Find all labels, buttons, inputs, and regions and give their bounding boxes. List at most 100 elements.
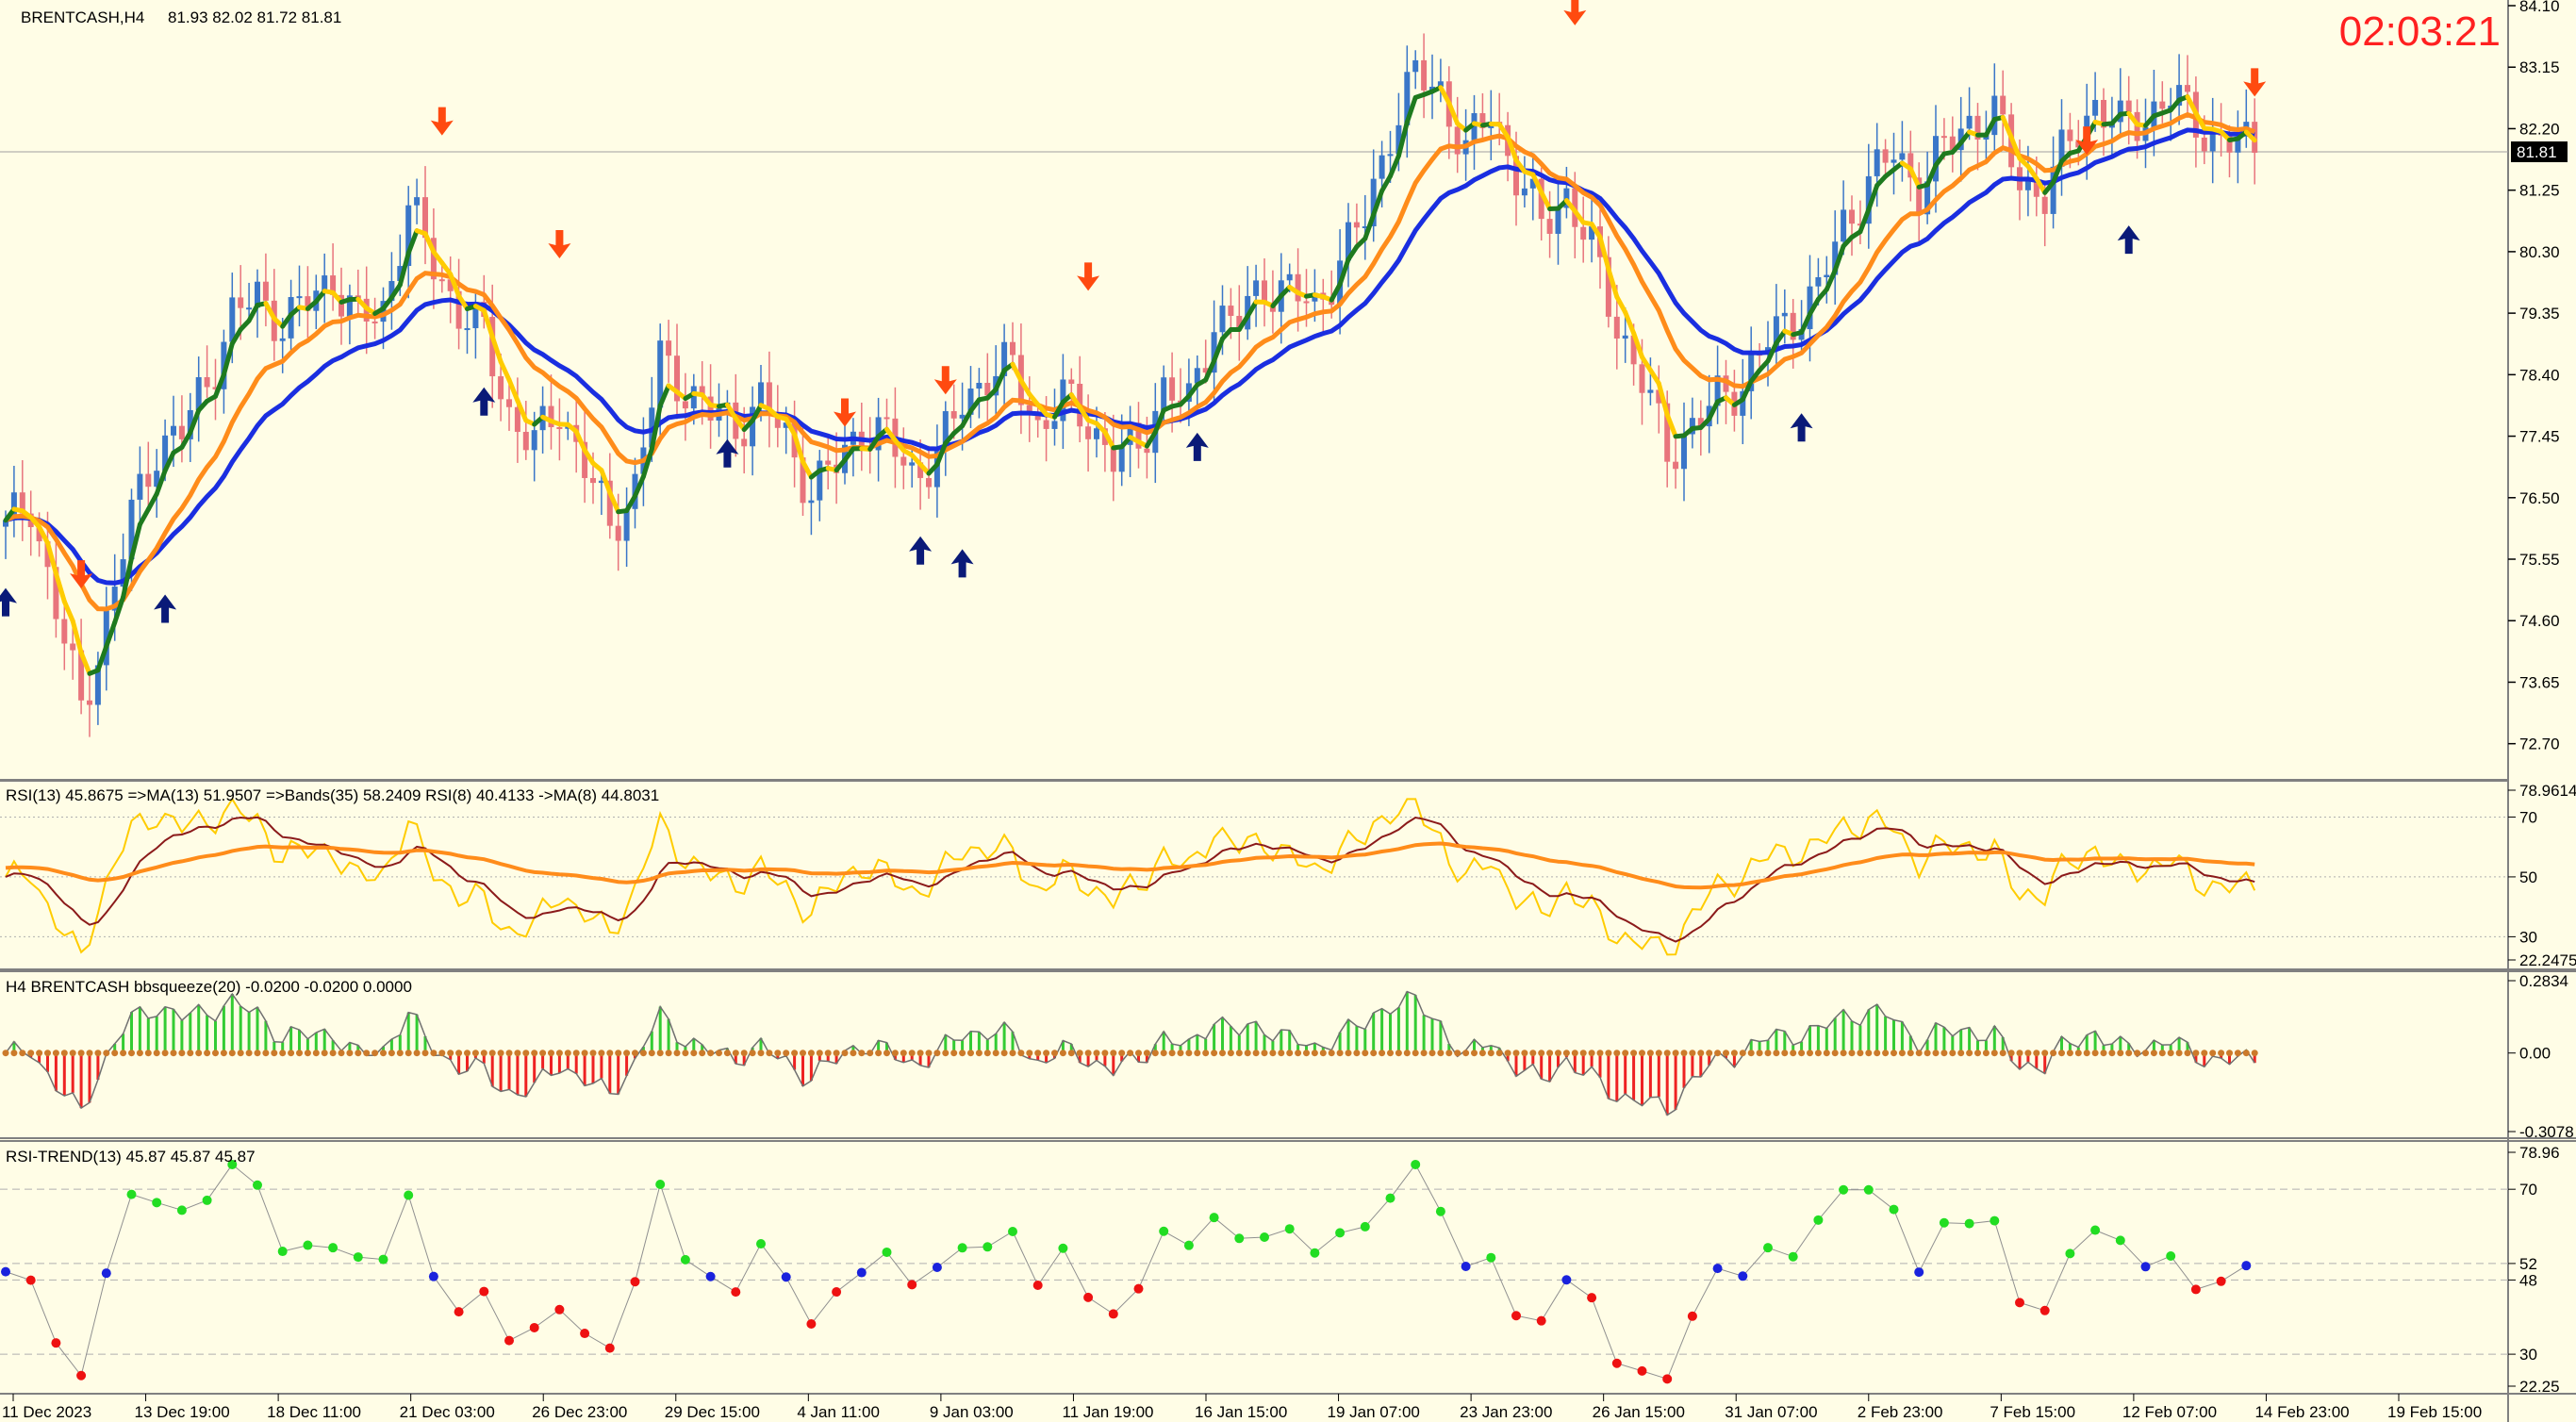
squeeze-dot bbox=[1571, 1050, 1578, 1057]
squeeze-dot bbox=[2016, 1050, 2023, 1057]
candle-body bbox=[472, 302, 479, 329]
buy-arrow-icon bbox=[1185, 432, 1209, 461]
trend-dot bbox=[1990, 1215, 2000, 1226]
rsi-panel[interactable]: RSI(13) 45.8675 =>MA(13) 51.9507 =>Bands… bbox=[0, 780, 2576, 970]
candle bbox=[388, 252, 395, 330]
ma-fast-segment bbox=[1664, 412, 1678, 439]
squeeze-dot bbox=[833, 1050, 840, 1057]
ma-fast-segment bbox=[582, 447, 596, 466]
candle-body bbox=[2000, 95, 2006, 115]
candle-body bbox=[783, 422, 789, 428]
trend-dot bbox=[1511, 1311, 1521, 1321]
candle bbox=[623, 487, 630, 568]
candle bbox=[346, 284, 353, 345]
trend-dot bbox=[51, 1338, 61, 1348]
trend-dot bbox=[731, 1287, 741, 1298]
candle bbox=[19, 460, 25, 541]
ma-fast-segment bbox=[1539, 190, 1553, 212]
candle-body bbox=[967, 389, 974, 415]
time-tick-label: 11 Jan 19:00 bbox=[1062, 1403, 1153, 1421]
candle bbox=[1689, 397, 1695, 449]
candle-body bbox=[187, 410, 193, 439]
trend-dot bbox=[705, 1271, 716, 1281]
rsi-tick-label: 30 bbox=[2519, 928, 2537, 946]
squeeze-dot bbox=[204, 1050, 211, 1057]
candle-body bbox=[1714, 375, 1721, 406]
squeeze-dot bbox=[170, 1050, 177, 1057]
squeeze-dot bbox=[103, 1050, 110, 1057]
squeeze-tick-label: 0.2834 bbox=[2519, 972, 2568, 990]
rsi-trend-panel[interactable]: RSI-TREND(13) 45.87 45.87 45.87 78.96 70 5… bbox=[0, 1140, 2576, 1396]
time-tick-label: 21 Dec 03:00 bbox=[400, 1403, 495, 1421]
trend-dot bbox=[126, 1189, 137, 1199]
candle bbox=[858, 403, 865, 471]
squeeze-dot bbox=[867, 1050, 874, 1057]
candle-body bbox=[87, 700, 92, 705]
candle bbox=[800, 425, 806, 516]
candle-body bbox=[1346, 222, 1351, 261]
ma-fast-segment bbox=[1799, 311, 1812, 335]
squeeze-dot bbox=[1689, 1050, 1696, 1057]
candle bbox=[422, 166, 428, 265]
candle bbox=[322, 253, 328, 323]
trend-dot bbox=[1788, 1251, 1798, 1262]
time-tick-label: 18 Dec 11:00 bbox=[267, 1403, 361, 1421]
ma-fast-segment bbox=[867, 434, 882, 452]
squeeze-dot bbox=[1840, 1050, 1847, 1057]
squeeze-dot bbox=[807, 1050, 815, 1057]
candle-body bbox=[229, 297, 236, 342]
squeeze-dot bbox=[791, 1050, 799, 1057]
squeeze-dot bbox=[220, 1050, 227, 1057]
squeeze-dot bbox=[1319, 1050, 1327, 1057]
squeeze-dot bbox=[396, 1050, 404, 1057]
candle bbox=[1245, 266, 1251, 340]
candle-body bbox=[959, 414, 966, 419]
trend-dot bbox=[479, 1286, 489, 1297]
squeeze-dot bbox=[1353, 1050, 1361, 1057]
candle bbox=[137, 446, 143, 521]
buy-arrow-icon bbox=[1790, 413, 1813, 442]
squeeze-dot bbox=[1345, 1050, 1352, 1057]
price-tick-label: 74.60 bbox=[2519, 612, 2560, 630]
price-tick-label: 77.45 bbox=[2519, 428, 2560, 446]
time-tick-label: 16 Jan 15:00 bbox=[1195, 1403, 1287, 1421]
squeeze-panel[interactable]: H4 BRENTCASH bbsqueeze(20) -0.0200 -0.02… bbox=[0, 970, 2576, 1141]
candle-body bbox=[1832, 241, 1839, 275]
ma-fast-segment bbox=[1144, 429, 1158, 449]
trend-dot bbox=[1032, 1280, 1043, 1290]
squeeze-dot bbox=[1562, 1050, 1570, 1057]
ma-fast-segment bbox=[2185, 94, 2199, 116]
candle bbox=[976, 368, 983, 419]
squeeze-dot bbox=[539, 1050, 547, 1057]
ma-fast-segment bbox=[1010, 361, 1024, 384]
candle-body bbox=[1589, 226, 1595, 240]
candle bbox=[1580, 196, 1587, 263]
bar-timer: 02:03:21 bbox=[2339, 8, 2501, 55]
ma-fast-segment bbox=[1438, 85, 1452, 106]
squeeze-dot bbox=[2175, 1050, 2183, 1057]
squeeze-dot bbox=[10, 1050, 18, 1057]
squeeze-dot bbox=[1328, 1050, 1335, 1057]
trend-dot bbox=[378, 1254, 388, 1265]
buy-arrow-icon bbox=[950, 549, 974, 578]
trend-dot bbox=[1159, 1226, 1169, 1236]
candle bbox=[87, 671, 92, 737]
squeeze-dot bbox=[1974, 1050, 1981, 1057]
trend-dot bbox=[2140, 1262, 2151, 1272]
squeeze-dot bbox=[1966, 1050, 1973, 1057]
ma-fast-segment bbox=[1395, 120, 1410, 158]
ma-fast-segment bbox=[1068, 392, 1082, 410]
squeeze-dot bbox=[1059, 1050, 1066, 1057]
candle-body bbox=[1404, 72, 1411, 125]
candle bbox=[1832, 210, 1839, 306]
squeeze-dot bbox=[983, 1050, 991, 1057]
squeeze-dot bbox=[824, 1050, 832, 1057]
squeeze-dot bbox=[1034, 1050, 1042, 1057]
trend-dot bbox=[1209, 1213, 1219, 1223]
squeeze-dot bbox=[1639, 1050, 1645, 1057]
squeeze-dot bbox=[2251, 1050, 2258, 1057]
squeeze-dot bbox=[933, 1050, 941, 1057]
candle-body bbox=[44, 541, 51, 568]
candle bbox=[1362, 194, 1368, 260]
